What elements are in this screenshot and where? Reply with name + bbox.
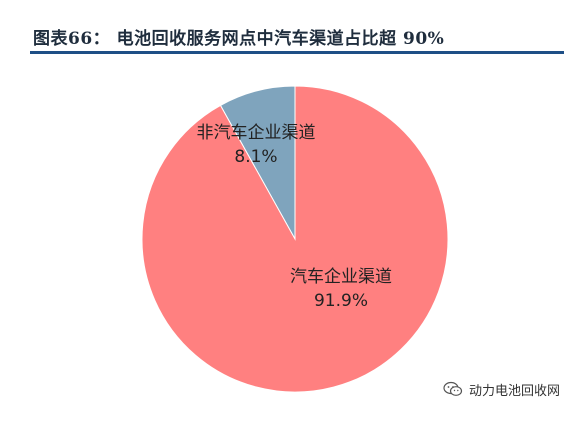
slice-label-auto: 汽车企业渠道 [290,267,392,287]
slice-value-auto: 91.9% [314,291,368,311]
wechat-icon [443,381,463,396]
slice-value-non-auto: 8.1% [234,147,277,167]
figure-header: 图表66： 电池回收服务网点中汽车渠道占比超 90% [33,16,563,50]
pie-slice-auto [141,85,449,393]
slice-label-non-auto: 非汽车企业渠道 [197,123,316,143]
watermark-text: 动力电池回收网 [468,383,560,399]
watermark: 动力电池回收网 [443,378,560,400]
figure-title: 图表66： 电池回收服务网点中汽车渠道占比超 90% [33,29,445,49]
title-rule [30,51,564,54]
